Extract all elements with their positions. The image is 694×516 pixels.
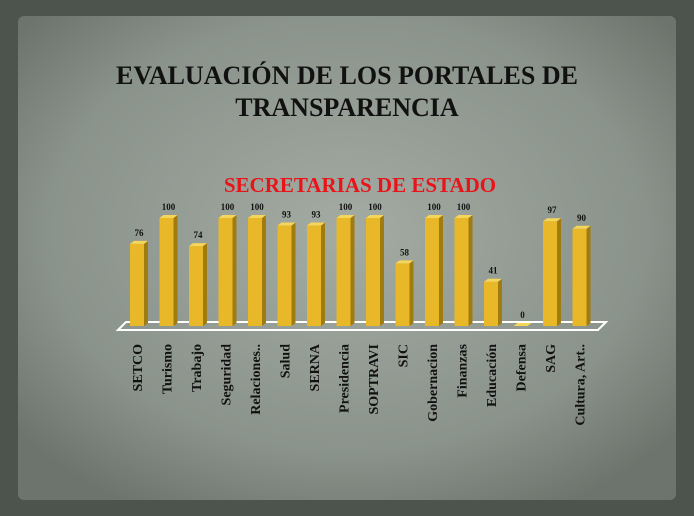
data-label: 100 <box>162 202 176 212</box>
bar <box>366 218 380 326</box>
x-tick-label: Seguridad <box>220 344 235 406</box>
bar-side <box>409 260 414 326</box>
bar-top <box>159 215 178 218</box>
bar-top <box>425 215 443 218</box>
bar-side <box>232 215 237 326</box>
x-tick-label: SOPTRAVI <box>367 344 382 415</box>
x-tick-label: Educación <box>485 344 500 407</box>
x-tick-label: Cultura, Art.. <box>574 344 589 426</box>
bar <box>425 218 439 326</box>
bar-top <box>277 222 296 226</box>
x-tick-label: SETCO <box>131 344 146 392</box>
bar-side <box>380 215 384 326</box>
data-label: 90 <box>577 213 587 223</box>
data-label: 97 <box>548 205 558 215</box>
bar-side <box>498 278 502 326</box>
bar <box>307 225 321 326</box>
bar-top <box>218 215 237 218</box>
x-tick-label: SIC <box>397 344 412 367</box>
chart-subtitle: SECRETARIAS DE ESTADO <box>224 173 496 197</box>
data-label: 93 <box>282 210 292 220</box>
bar <box>189 246 203 326</box>
data-label: 76 <box>135 228 145 238</box>
bar <box>159 218 174 326</box>
data-label: 100 <box>221 202 235 212</box>
data-label: 58 <box>400 247 410 257</box>
data-label: 93 <box>312 210 322 220</box>
bar <box>218 218 233 326</box>
bar <box>277 225 292 326</box>
bar-side <box>586 225 591 326</box>
bar-side <box>439 215 443 326</box>
bar-side <box>468 215 473 326</box>
bar <box>543 221 557 326</box>
bar-side <box>173 215 178 326</box>
data-label: 100 <box>368 202 382 212</box>
x-tick-label: Turismo <box>161 344 176 394</box>
bar-side <box>321 222 325 326</box>
x-tick-label: SERNA <box>308 343 323 391</box>
bar-top <box>248 215 266 218</box>
x-tick-label: Defensa <box>515 344 530 391</box>
bar-side <box>144 240 148 326</box>
data-label: 0 <box>520 310 525 320</box>
data-label: 100 <box>250 202 264 212</box>
bar-top <box>572 225 591 229</box>
x-tick-label: Salud <box>279 344 294 378</box>
bar <box>395 263 410 326</box>
data-label: 41 <box>489 266 499 276</box>
bar-top <box>366 215 384 218</box>
data-label: 100 <box>427 202 441 212</box>
bar <box>484 281 498 326</box>
x-tick-label: Gobernacion <box>426 344 441 422</box>
x-tick-label: SAG <box>544 344 559 373</box>
bar-top <box>189 243 207 247</box>
data-label: 74 <box>194 230 204 240</box>
bar-side <box>350 215 355 326</box>
bar <box>130 243 144 326</box>
data-label: 100 <box>457 202 471 212</box>
floor <box>115 321 609 331</box>
x-tick-label: Finanzas <box>456 343 471 397</box>
bar-side <box>557 218 561 326</box>
bar-top <box>130 240 148 244</box>
bar <box>454 218 469 326</box>
data-label: 100 <box>339 202 353 212</box>
chart-title: EVALUACIÓN DE LOS PORTALES DE TRANSPAREN… <box>116 61 578 122</box>
bar <box>336 218 351 326</box>
bar-top <box>543 218 561 222</box>
bar-top <box>336 215 355 218</box>
x-tick-label: Trabajo <box>190 344 205 392</box>
bar-top <box>395 260 414 264</box>
bar <box>248 218 262 326</box>
bar-top <box>454 215 473 218</box>
bar-side <box>262 215 266 326</box>
bar-top <box>307 222 325 226</box>
bar-top <box>513 323 532 326</box>
bar-side <box>291 222 296 326</box>
x-tick-label: Presidencia <box>338 344 353 413</box>
bar-side <box>203 243 207 326</box>
bar <box>572 228 587 326</box>
bar-top <box>484 278 502 282</box>
x-tick-label: Relaciones.. <box>249 344 264 415</box>
